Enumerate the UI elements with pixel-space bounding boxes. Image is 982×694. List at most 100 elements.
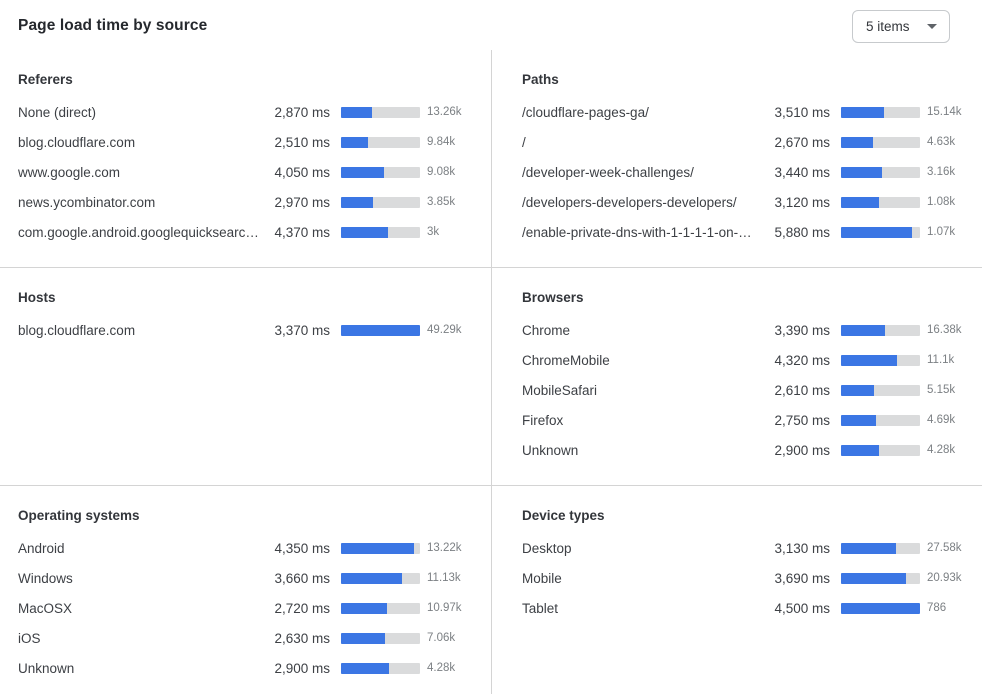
row-count: 786: [927, 602, 947, 614]
row-count: 5.15k: [927, 384, 956, 396]
table-row[interactable]: ChromeMobile 4,320 ms 11.1k: [522, 345, 968, 375]
table-row[interactable]: Chrome 3,390 ms 16.38k: [522, 315, 968, 345]
row-count: 16.38k: [927, 324, 962, 336]
table-row[interactable]: Unknown 2,900 ms 4.28k: [522, 435, 968, 465]
table-row[interactable]: /developers-developers-developers/ 3,120…: [522, 187, 968, 217]
row-count: 13.22k: [427, 542, 462, 554]
table-row[interactable]: Firefox 2,750 ms 4.69k: [522, 405, 968, 435]
table-row[interactable]: com.google.android.googlequicksearc… 4,3…: [18, 217, 468, 247]
row-time: 3,370 ms: [274, 322, 330, 338]
table-row[interactable]: blog.cloudflare.com 2,510 ms 9.84k: [18, 127, 468, 157]
load-time-bar: [341, 662, 420, 674]
table-row[interactable]: Android 4,350 ms 13.22k: [18, 533, 468, 563]
row-time: 2,870 ms: [274, 104, 330, 120]
table-row[interactable]: MobileSafari 2,610 ms 5.15k: [522, 375, 968, 405]
row-label: blog.cloudflare.com: [18, 322, 136, 338]
row-count: 7.06k: [427, 632, 456, 644]
table-row[interactable]: Mobile 3,690 ms 20.93k: [522, 563, 968, 593]
load-time-bar: [841, 414, 920, 426]
load-time-bar: [841, 106, 920, 118]
row-count: 4.69k: [927, 414, 956, 426]
row-time: 4,320 ms: [774, 352, 830, 368]
bar-fill: [341, 632, 385, 644]
table-row[interactable]: Unknown 2,900 ms 4.28k: [18, 653, 468, 683]
load-time-bar: [341, 166, 420, 178]
row-label: Tablet: [522, 600, 559, 616]
row-time: 2,610 ms: [774, 382, 830, 398]
row-label: MacOSX: [18, 600, 73, 616]
panels-grid: Referers None (direct) 2,870 ms 13.26k b…: [0, 50, 982, 694]
panel-title-paths: Paths: [522, 72, 559, 87]
bar-fill: [841, 166, 883, 178]
panel-paths: Paths /cloudflare-pages-ga/ 3,510 ms 15.…: [491, 50, 982, 267]
row-time: 4,050 ms: [274, 164, 330, 180]
load-time-bar: [341, 136, 420, 148]
row-label: news.ycombinator.com: [18, 194, 156, 210]
panel-hosts: Hosts blog.cloudflare.com 3,370 ms 49.29…: [0, 267, 491, 485]
panel-title-hosts: Hosts: [18, 290, 56, 305]
panel-title-referers: Referers: [18, 72, 73, 87]
table-row[interactable]: / 2,670 ms 4.63k: [522, 127, 968, 157]
table-row[interactable]: /enable-private-dns-with-1-1-1-1-on-… 5,…: [522, 217, 968, 247]
table-row[interactable]: blog.cloudflare.com 3,370 ms 49.29k: [18, 315, 468, 345]
row-count: 9.08k: [427, 166, 456, 178]
row-count: 4.28k: [427, 662, 456, 674]
bar-fill: [841, 602, 920, 614]
table-row[interactable]: www.google.com 4,050 ms 9.08k: [18, 157, 468, 187]
table-row[interactable]: None (direct) 2,870 ms 13.26k: [18, 97, 468, 127]
row-label: Windows: [18, 570, 73, 586]
items-count-select[interactable]: 5 items: [852, 9, 950, 43]
row-count: 1.08k: [927, 196, 956, 208]
table-row[interactable]: iOS 2,630 ms 7.06k: [18, 623, 468, 653]
bar-fill: [341, 662, 390, 674]
row-label: /enable-private-dns-with-1-1-1-1-on-…: [522, 224, 752, 240]
bar-fill: [341, 136, 368, 148]
row-time: 2,630 ms: [274, 630, 330, 646]
row-time: 2,750 ms: [774, 412, 830, 428]
row-label: com.google.android.googlequicksearc…: [18, 224, 259, 240]
row-time: 3,660 ms: [274, 570, 330, 586]
panel-browsers: Browsers Chrome 3,390 ms 16.38k ChromeMo…: [491, 267, 982, 485]
row-time: 3,130 ms: [774, 540, 830, 556]
load-time-bar: [841, 324, 920, 336]
load-time-bar: [841, 542, 920, 554]
table-row[interactable]: Windows 3,660 ms 11.13k: [18, 563, 468, 593]
row-count: 3.85k: [427, 196, 456, 208]
load-time-bar: [841, 196, 920, 208]
load-time-bar: [841, 226, 920, 238]
items-count-value: 5 items: [866, 18, 910, 34]
table-row[interactable]: news.ycombinator.com 2,970 ms 3.85k: [18, 187, 468, 217]
row-count: 4.63k: [927, 136, 956, 148]
row-count: 11.1k: [927, 354, 955, 366]
load-time-bar: [341, 632, 420, 644]
row-label: /developer-week-challenges/: [522, 164, 694, 180]
table-row[interactable]: Tablet 4,500 ms 786: [522, 593, 968, 623]
row-label: Android: [18, 540, 65, 556]
table-row[interactable]: /cloudflare-pages-ga/ 3,510 ms 15.14k: [522, 97, 968, 127]
row-time: 3,390 ms: [774, 322, 830, 338]
row-count: 3.16k: [927, 166, 956, 178]
row-label: /cloudflare-pages-ga/: [522, 104, 649, 120]
load-time-bar: [841, 166, 920, 178]
table-row[interactable]: /developer-week-challenges/ 3,440 ms 3.1…: [522, 157, 968, 187]
row-time: 2,900 ms: [774, 442, 830, 458]
bar-fill: [841, 136, 873, 148]
row-count: 4.28k: [927, 444, 956, 456]
load-time-bar: [841, 384, 920, 396]
table-row[interactable]: Desktop 3,130 ms 27.58k: [522, 533, 968, 563]
row-time: 2,510 ms: [274, 134, 330, 150]
row-count: 20.93k: [927, 572, 962, 584]
bar-fill: [341, 196, 373, 208]
load-time-bar: [341, 542, 420, 554]
panel-title-operating-systems: Operating systems: [18, 508, 140, 523]
bar-fill: [341, 542, 415, 554]
table-row[interactable]: MacOSX 2,720 ms 10.97k: [18, 593, 468, 623]
chevron-down-icon: [927, 23, 937, 29]
load-time-bar: [841, 572, 920, 584]
bar-fill: [841, 414, 877, 426]
row-count: 1.07k: [927, 226, 956, 238]
load-time-bar: [341, 324, 420, 336]
row-time: 2,970 ms: [274, 194, 330, 210]
row-count: 15.14k: [927, 106, 962, 118]
load-time-bar: [841, 354, 920, 366]
